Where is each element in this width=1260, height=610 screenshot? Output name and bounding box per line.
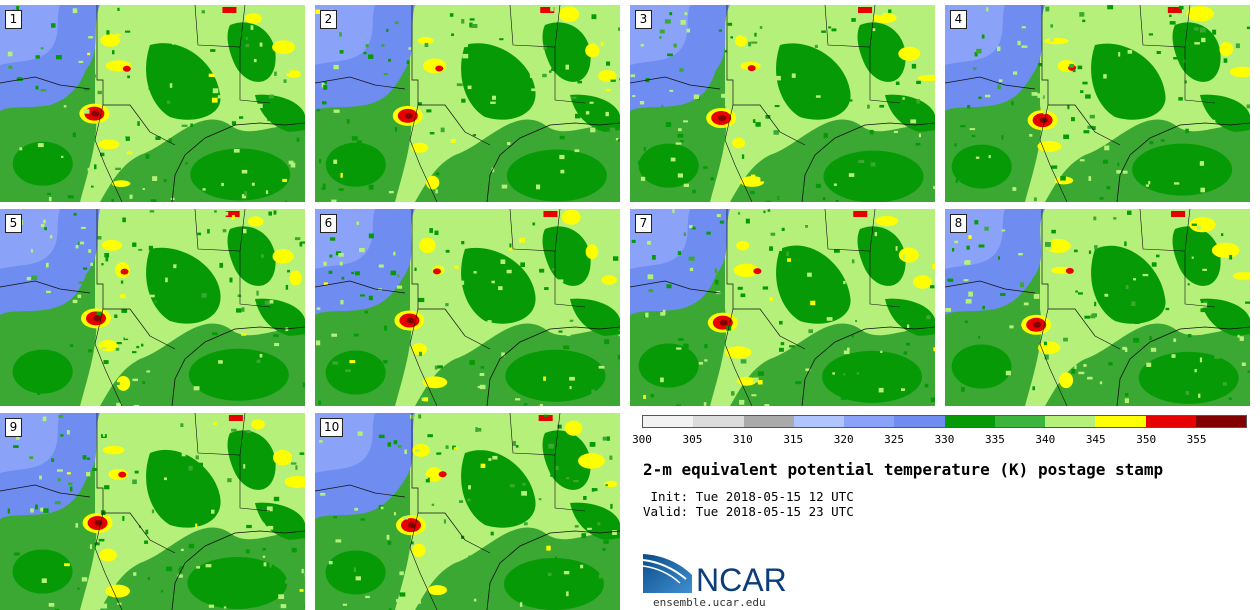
member-number-label: 6 (320, 214, 337, 233)
member-panel-9: 9 (0, 413, 305, 610)
member-panel-10: 10 (315, 413, 620, 610)
init-label: Init: (643, 489, 689, 504)
theta-e-map (630, 5, 935, 202)
colorbar-tick-label: 335 (984, 433, 1005, 446)
member-number-label: 8 (950, 214, 967, 233)
member-number-label: 3 (635, 10, 652, 29)
member-panel-8: 8 (945, 209, 1250, 406)
colorbar (642, 415, 1247, 428)
colorbar-tick-label: 325 (884, 433, 905, 446)
colorbar-tick-label: 320 (833, 433, 854, 446)
theta-e-map (630, 209, 935, 406)
member-panel-7: 7 (630, 209, 935, 406)
colorbar-tick-label: 330 (934, 433, 955, 446)
member-panel-5: 5 (0, 209, 305, 406)
colorbar-segment (793, 416, 844, 427)
valid-value: Tue 2018-05-15 23 UTC (695, 504, 854, 519)
colorbar-tick-label: 345 (1085, 433, 1106, 446)
colorbar-tick-label: 340 (1035, 433, 1056, 446)
colorbar-segment (994, 416, 1045, 427)
member-panel-6: 6 (315, 209, 620, 406)
colorbar-tick-label: 300 (632, 433, 652, 446)
colorbar-tick-label: 350 (1136, 433, 1157, 446)
colorbar-segment (1095, 416, 1146, 427)
colorbar-segment (844, 416, 895, 427)
colorbar-segment (693, 416, 744, 427)
member-number-label: 5 (5, 214, 22, 233)
ncar-logo: NCAR (642, 554, 787, 595)
member-number-label: 4 (950, 10, 967, 29)
colorbar-segment (743, 416, 794, 427)
colorbar-tick-label: 355 (1186, 433, 1207, 446)
website-url: ensemble.ucar.edu (653, 596, 766, 609)
colorbar-tick-label: 310 (732, 433, 753, 446)
member-panel-2: 2 (315, 5, 620, 202)
colorbar-tick-label: 315 (783, 433, 804, 446)
theta-e-map (945, 209, 1250, 406)
theta-e-map (0, 209, 305, 406)
colorbar-segment (643, 416, 694, 427)
init-value: Tue 2018-05-15 12 UTC (695, 489, 854, 504)
init-time: Init: Tue 2018-05-15 12 UTC (643, 489, 854, 504)
theta-e-map (315, 209, 620, 406)
valid-time: Valid: Tue 2018-05-15 23 UTC (643, 504, 854, 519)
colorbar-segment (944, 416, 995, 427)
figure-title: 2-m equivalent potential temperature (K)… (643, 460, 1164, 479)
member-number-label: 10 (320, 418, 344, 437)
theta-e-map (945, 5, 1250, 202)
colorbar-segment (1045, 416, 1096, 427)
colorbar-tick-labels: 300 305 310 315 320 325 330 335 340 345 350 355 (632, 433, 1247, 447)
member-panel-1: 1 (0, 5, 305, 202)
member-number-label: 9 (5, 418, 22, 437)
ncar-logo-text: NCAR (696, 562, 787, 595)
theta-e-map (315, 413, 620, 610)
member-number-label: 7 (635, 214, 652, 233)
theta-e-map (0, 413, 305, 610)
colorbar-segment (1195, 416, 1246, 427)
theta-e-map (0, 5, 305, 202)
theta-e-map (315, 5, 620, 202)
member-number-label: 1 (5, 10, 22, 29)
valid-label: Valid: (643, 504, 689, 519)
member-number-label: 2 (320, 10, 337, 29)
colorbar-segment (1145, 416, 1196, 427)
colorbar-tick-label: 305 (682, 433, 703, 446)
member-panel-4: 4 (945, 5, 1250, 202)
colorbar-segment (894, 416, 945, 427)
member-panel-3: 3 (630, 5, 935, 202)
